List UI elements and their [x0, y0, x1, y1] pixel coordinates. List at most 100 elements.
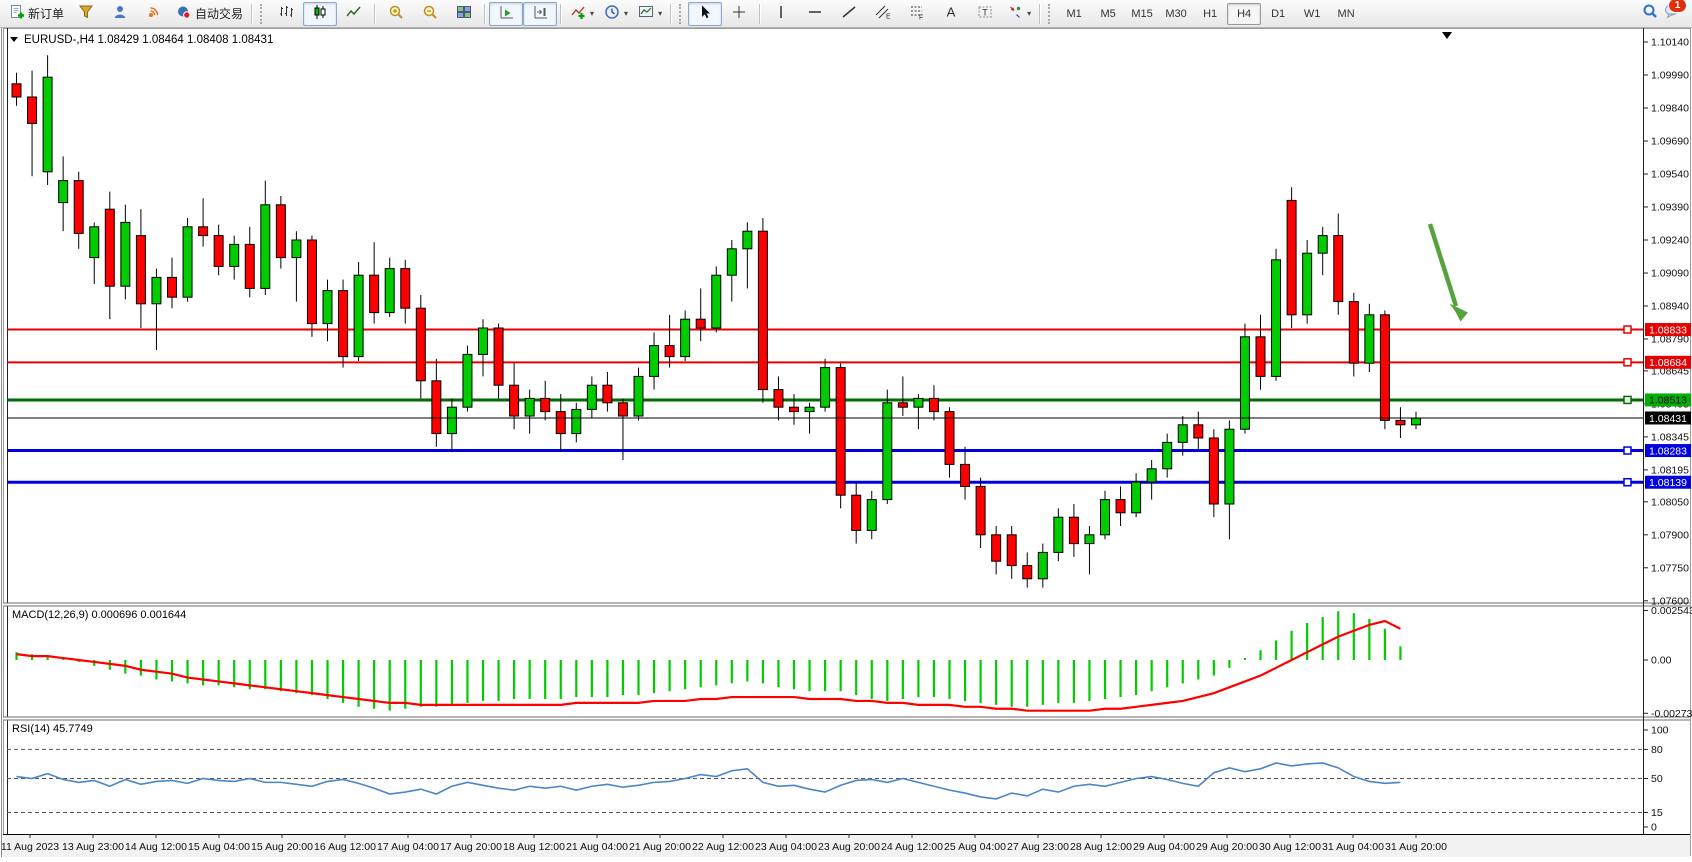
level-price-label-text: 1.08684: [1649, 357, 1687, 369]
candle: [1255, 336, 1266, 377]
crosshair-button[interactable]: [722, 2, 756, 26]
auto-trading-button[interactable]: 自动交易: [171, 2, 248, 26]
time-axis-label: 29 Aug 04:00: [1133, 841, 1195, 853]
fibonacci-button[interactable]: F: [900, 2, 934, 26]
line-handle[interactable]: [1623, 325, 1632, 334]
indicators-button[interactable]: ▾: [565, 2, 599, 26]
new-order-button-label: 新订单: [28, 7, 65, 21]
time-axis-label: 27 Aug 23:00: [1007, 841, 1069, 853]
candlestick-chart-button[interactable]: [303, 1, 338, 26]
line-handle[interactable]: [1623, 477, 1632, 487]
one-click-trading-toggle-icon[interactable]: [10, 37, 18, 42]
price-axis-tick-label: 1.07750: [1651, 562, 1689, 574]
line-handle[interactable]: [1623, 358, 1632, 367]
candle: [275, 204, 286, 259]
level-price-label: [1645, 393, 1691, 407]
price-axis-tick-label: 1.09090: [1651, 268, 1689, 280]
timeframe-button-h4[interactable]: H4: [1227, 2, 1262, 25]
dropdown-caret-icon: ▾: [590, 9, 595, 18]
line-handle[interactable]: [1623, 395, 1632, 405]
zoom-out-button[interactable]: [413, 2, 447, 26]
candle: [757, 230, 768, 391]
trendline-icon: [841, 4, 857, 23]
bar-chart-button[interactable]: [269, 2, 303, 26]
price-axis-tick-label: 1.08345: [1651, 431, 1689, 443]
chart-shift-button[interactable]: [523, 1, 558, 26]
timeframe-button-mn[interactable]: MN: [1337, 7, 1355, 20]
toolbar-grip[interactable]: [260, 3, 265, 24]
time-axis-label: 28 Aug 12:00: [1070, 841, 1132, 853]
auto-trading-button-label: 自动交易: [195, 7, 244, 21]
candle: [353, 274, 364, 358]
candle: [1068, 516, 1079, 545]
dropdown-caret-icon: ▾: [1027, 9, 1032, 18]
horizontal-line-button[interactable]: [798, 2, 832, 26]
periods-button[interactable]: ▾: [599, 2, 633, 26]
candle: [1379, 314, 1390, 421]
candle: [633, 375, 644, 417]
text-label-button[interactable]: T: [968, 2, 1002, 26]
horizontal-line-icon: [807, 4, 823, 23]
templates-button[interactable]: ▾: [633, 2, 667, 26]
timeframe-button-m30[interactable]: M30: [1165, 7, 1187, 20]
candle: [649, 345, 660, 377]
level-price-label: [1645, 475, 1691, 489]
zoom-in-button[interactable]: [379, 2, 413, 26]
timeframe-button-m15[interactable]: M15: [1131, 7, 1153, 20]
price-axis-tick-label: 1.07900: [1651, 529, 1689, 541]
toolbar-grip[interactable]: [679, 3, 684, 24]
trendline-button[interactable]: [832, 2, 866, 26]
timeframe-button-w1[interactable]: W1: [1303, 7, 1321, 20]
cursor-button[interactable]: [688, 1, 723, 26]
toolbar-separator: [374, 3, 377, 24]
time-axis-label: 23 Aug 04:00: [755, 841, 817, 853]
candle: [11, 83, 22, 98]
new-order-button[interactable]: 新订单: [4, 2, 69, 26]
search-icon[interactable]: [1642, 3, 1658, 24]
candle: [789, 406, 799, 413]
price-axis-tick-label: 1.08050: [1651, 496, 1689, 508]
candle: [960, 463, 971, 487]
candle: [835, 367, 846, 496]
text-button[interactable]: A: [934, 2, 968, 26]
bar-chart-icon: [278, 4, 294, 23]
equidistant-channel-button[interactable]: E: [866, 2, 900, 26]
candle: [1115, 499, 1126, 514]
toolbar-grip[interactable]: [1048, 3, 1053, 24]
candle: [509, 384, 520, 417]
macd-axis-tick-label: 0.00: [1651, 655, 1672, 667]
level-price-label-text: 1.08283: [1649, 445, 1687, 457]
funnel-button[interactable]: [69, 2, 103, 26]
line-handle[interactable]: [1623, 446, 1632, 455]
candle: [726, 248, 737, 276]
tile-windows-button[interactable]: [447, 2, 481, 26]
time-axis-strip: [3, 834, 1690, 857]
timeframe-button-d1[interactable]: D1: [1271, 7, 1286, 20]
rsi-axis-tick-label: 80: [1651, 744, 1663, 756]
broadcast-button[interactable]: [137, 2, 171, 26]
new-order-icon: [9, 4, 25, 23]
timeframe-button-m1[interactable]: M1: [1066, 7, 1082, 20]
candle: [338, 290, 349, 358]
line-chart-button[interactable]: [337, 2, 371, 26]
broadcast-icon: [146, 4, 162, 23]
arrows-button[interactable]: ▾: [1002, 2, 1036, 26]
timeframe-button-m5[interactable]: M5: [1100, 7, 1116, 20]
candle: [493, 327, 504, 386]
rsi-axis-tick-label: 0: [1651, 822, 1657, 834]
chart-window: EURUSD-,H4 1.08429 1.08464 1.08408 1.084…: [0, 28, 1692, 862]
candle: [291, 239, 302, 259]
price-axis-tick-label: 1.08790: [1651, 334, 1689, 346]
candle: [897, 402, 908, 408]
candle: [695, 318, 706, 329]
trend-arrow-annotation[interactable]: [1427, 223, 1459, 307]
candle: [711, 274, 722, 329]
price-axis-tick-label: 1.09390: [1651, 202, 1689, 214]
user-chart-button[interactable]: [103, 2, 137, 26]
vertical-line-button[interactable]: [764, 2, 798, 26]
timeframe-button-h1[interactable]: H1: [1203, 7, 1218, 20]
candle: [446, 406, 457, 435]
auto-scroll-button[interactable]: [489, 1, 524, 26]
notifications-button[interactable]: 1: [1664, 0, 1687, 24]
time-axis-label: 11 Aug 2023: [1, 841, 59, 853]
